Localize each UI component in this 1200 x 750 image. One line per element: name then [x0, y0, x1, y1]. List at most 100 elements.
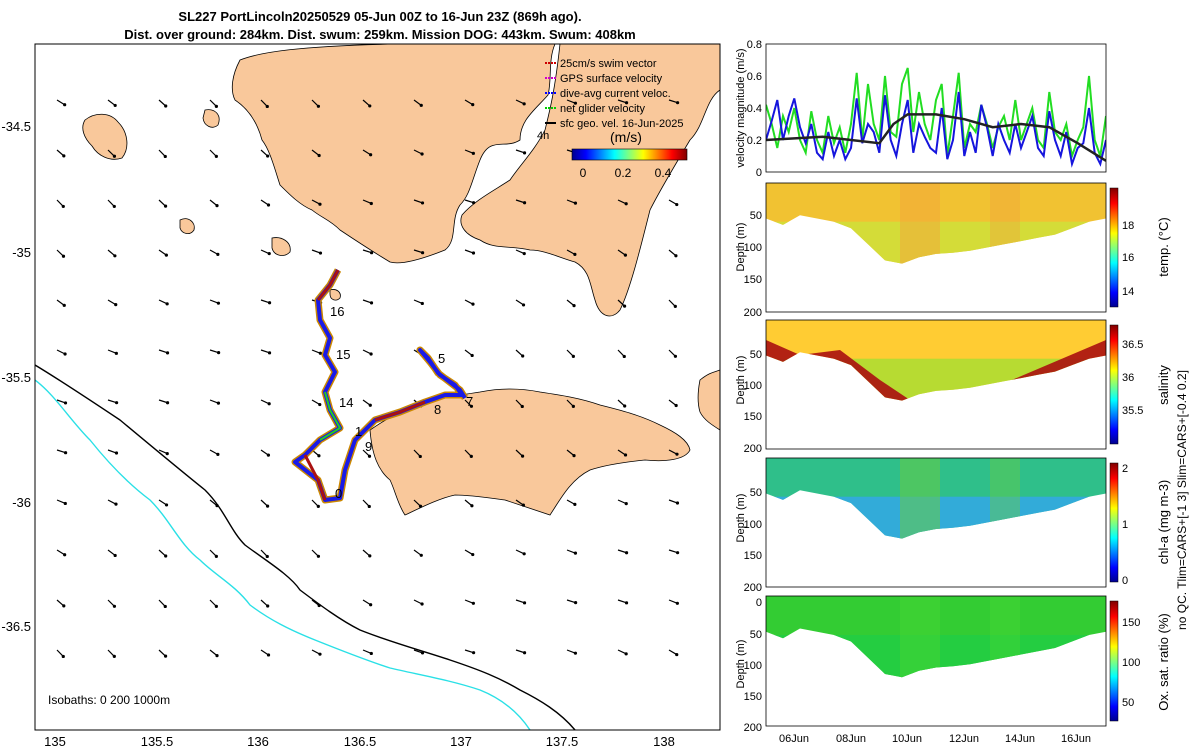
- geo-arrow-head: [471, 102, 475, 107]
- geo-arrow-head: [623, 253, 628, 257]
- geo-arrow-head: [112, 604, 117, 608]
- geo-arrow-head: [317, 603, 321, 608]
- isobath-200m: [35, 364, 576, 730]
- temp-cbar-tick: 18: [1122, 220, 1134, 232]
- chl-ytick: 200: [744, 582, 762, 594]
- sal-cbar-tick: 36: [1122, 372, 1134, 384]
- temp-section: [765, 182, 1119, 313]
- map-ytick: -34.5: [1, 119, 31, 134]
- chl-ytick: 50: [750, 487, 762, 499]
- geo-arrow-head: [520, 454, 525, 458]
- geo-arrow-head: [318, 351, 322, 355]
- geo-arrow-head: [726, 403, 729, 406]
- geo-arrow-head: [727, 501, 730, 504]
- geo-arrow-head: [163, 604, 167, 609]
- geo-arrow: [719, 100, 720, 101]
- geo-arrow-head: [266, 154, 270, 158]
- geo-arrow-head: [520, 404, 524, 409]
- map-xtick: 135.5: [141, 734, 174, 749]
- geo-arrow-head: [571, 404, 575, 408]
- geo-arrow-head: [622, 354, 626, 359]
- velocity-ylabel: velocity magnitude (m/s): [735, 48, 747, 167]
- geo-arrow-head: [165, 302, 169, 306]
- ox-ytick: 150: [744, 691, 762, 703]
- geo-arrow-head: [673, 354, 678, 358]
- legend-label: GPS surface velocity: [560, 73, 663, 85]
- vel-ytick: 0: [756, 167, 762, 179]
- date-tick: 14Jun: [1005, 733, 1035, 745]
- geo-arrow-head: [316, 104, 321, 108]
- geo-arrow-head: [214, 554, 218, 558]
- geo-arrow-head: [420, 602, 424, 606]
- geo-arrow-head: [318, 251, 323, 255]
- temp-frame: [765, 182, 1107, 313]
- geo-arrow-head: [114, 302, 118, 307]
- sal-colorbar: [1109, 324, 1119, 445]
- geo-arrow-head: [113, 103, 117, 108]
- ox-cbar-tick: 150: [1122, 617, 1140, 629]
- geo-arrow-head: [675, 202, 679, 207]
- temp-patch: [900, 183, 940, 264]
- isobath-1000m: [35, 379, 531, 730]
- date-tick: 06Jun: [779, 733, 809, 745]
- geo-arrow-head: [726, 602, 729, 605]
- geo-arrow-head: [215, 504, 219, 508]
- geo-arrow-head: [265, 554, 269, 559]
- legend-item: sfc geo. vel. 16-Jun-2025: [545, 118, 684, 130]
- geo-arrow-head: [573, 551, 578, 555]
- land-yorke-peninsula: [460, 44, 720, 317]
- geo-arrow-head: [368, 403, 372, 407]
- geo-arrow-head: [573, 252, 577, 256]
- geo-arrow-head: [368, 554, 372, 558]
- land: [82, 44, 720, 516]
- geo-arrow-head: [469, 404, 474, 408]
- geo-arrow-head: [316, 504, 320, 509]
- track-day-labels: 16 15 14 1 9 5 8 7 0: [330, 304, 473, 501]
- geostrophic-velocity-arrows: [56, 99, 730, 659]
- geo-arrow-head: [470, 353, 474, 358]
- chl-colorbar: [1109, 462, 1119, 583]
- map-ytick: -35.5: [1, 370, 31, 385]
- geo-arrow-head: [114, 401, 119, 405]
- geo-arrow-head: [522, 601, 527, 605]
- map-xtick: 137.5: [546, 734, 579, 749]
- geo-arrow-head: [673, 304, 677, 309]
- land-fleurieu: [697, 369, 720, 431]
- geo-arrow-head: [216, 452, 220, 456]
- geo-arrow-head: [63, 103, 67, 107]
- geo-arrow-head: [112, 654, 116, 659]
- geo-arrow-head: [113, 254, 117, 258]
- geo-arrow-head: [215, 204, 219, 208]
- date-tick: 10Jun: [892, 733, 922, 745]
- sal-frame: [765, 319, 1107, 450]
- temp-cbar-label: temp. (°C): [1156, 217, 1171, 276]
- geo-arrow: [719, 450, 720, 451]
- geo-arrow-head: [369, 201, 373, 206]
- day-label: 14: [339, 395, 353, 410]
- ox-frame: [765, 595, 1107, 727]
- chl-cbar-tick: 2: [1122, 463, 1128, 475]
- geo-arrow-head: [471, 601, 475, 605]
- geo-arrow-head: [369, 301, 374, 305]
- sal-cbar-tick: 35.5: [1122, 405, 1143, 417]
- geo-arrow-head: [163, 204, 168, 208]
- geo-arrow-head: [114, 351, 118, 355]
- geo-arrow-head: [471, 651, 476, 655]
- map-xtick: 135: [44, 734, 66, 749]
- glider-track-segment-red-3: [374, 400, 426, 422]
- glider-track-segment-red-2: [303, 454, 327, 501]
- geo-arrow-head: [369, 153, 373, 157]
- geo-arrow-head: [214, 604, 218, 608]
- geo-arrow-head: [216, 351, 221, 355]
- legend-item: dive-avg current veloc.: [545, 88, 671, 100]
- geo-arrow-head: [727, 551, 730, 554]
- geo-arrow-head: [62, 604, 66, 608]
- ox-ytick: 100: [744, 660, 762, 672]
- land-island-b: [202, 109, 220, 128]
- geo-arrow-head: [573, 651, 578, 655]
- ox-cbar-label: Ox. sat. ratio (%): [1156, 613, 1171, 711]
- geo-arrow-head: [623, 453, 628, 457]
- geo-arrow-head: [165, 401, 170, 405]
- map-panel: 16 15 14 1 9 5 8 7 0 25cm/s swim vector …: [1, 43, 730, 749]
- geo-arrow-head: [318, 202, 322, 206]
